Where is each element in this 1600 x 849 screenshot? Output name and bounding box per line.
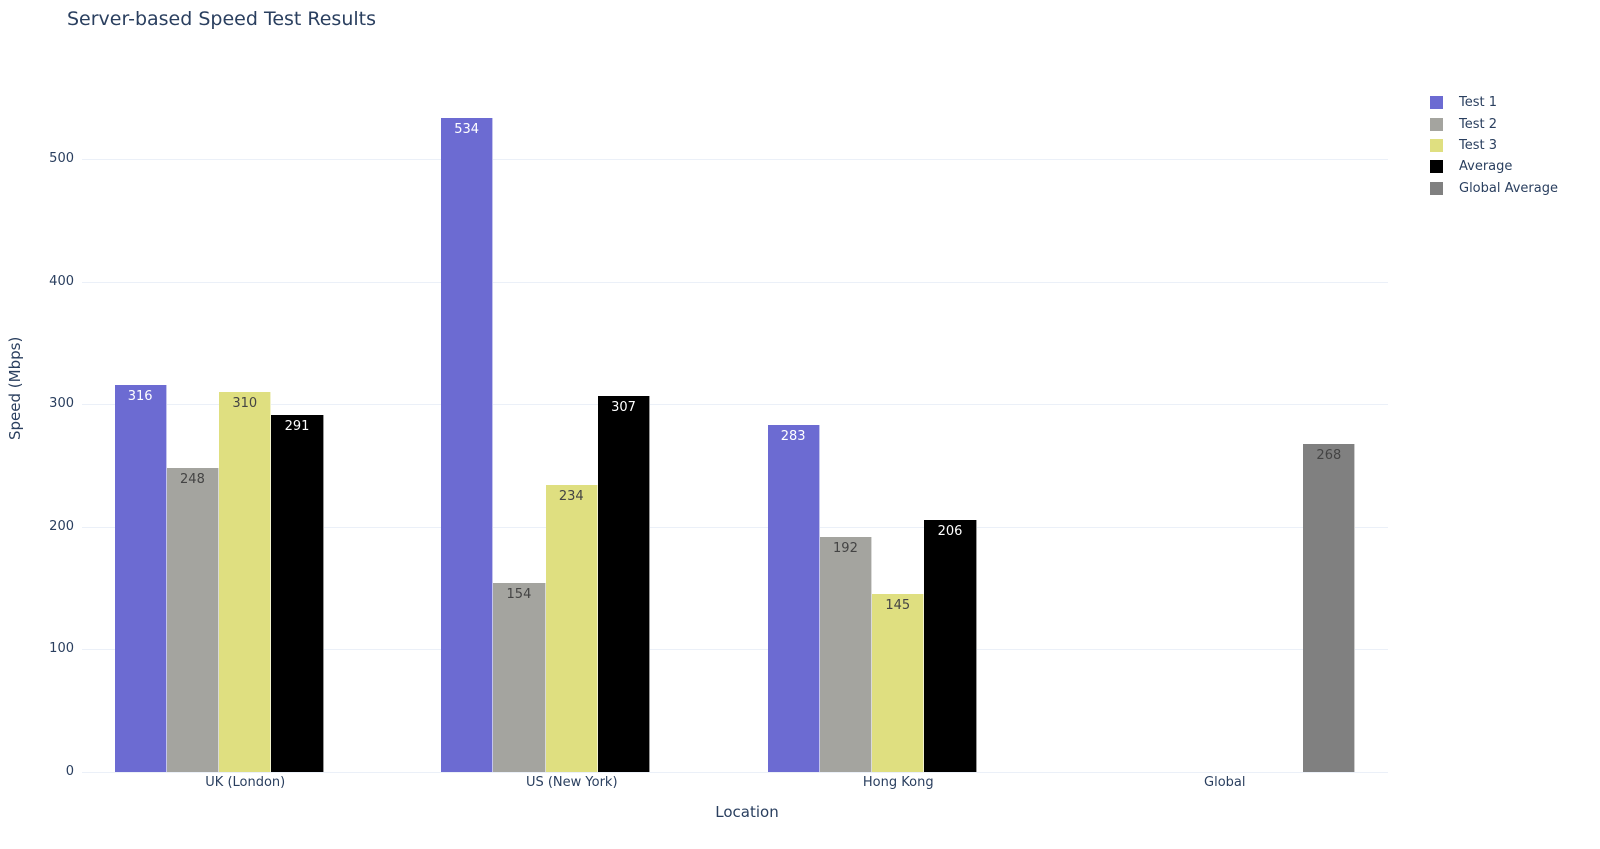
legend-swatch-icon — [1430, 117, 1443, 131]
bar-test-2[interactable]: 192 — [819, 536, 873, 772]
bar-value-label: 234 — [558, 489, 584, 505]
legend-label: Test 1 — [1459, 95, 1498, 111]
bar-value-label: 534 — [454, 121, 480, 137]
gridline — [82, 404, 1388, 406]
legend-label: Global Average — [1459, 180, 1558, 196]
legend: Test 1 Test 2 Test 3 Average Global Average — [1430, 92, 1558, 199]
x-tick-label: US (New York) — [525, 775, 618, 790]
bar-test-3[interactable]: 234 — [545, 485, 598, 772]
legend-swatch-icon — [1430, 138, 1443, 152]
plot-area: 316 248 310 291 534 154 234 307 283 192 145 206 268 — [82, 60, 1388, 773]
bar-value-label: 145 — [885, 598, 911, 614]
y-tick-label: 300 — [49, 396, 74, 412]
y-tick-label: 0 — [65, 764, 74, 779]
gridline — [82, 281, 1388, 283]
bar-average[interactable]: 307 — [597, 395, 651, 772]
x-tick-label: Hong Kong — [862, 775, 934, 790]
bar-value-label: 291 — [284, 419, 310, 435]
bar-global-average[interactable]: 268 — [1303, 443, 1356, 772]
legend-item[interactable]: Test 1 — [1430, 92, 1558, 113]
legend-label: Average — [1459, 159, 1513, 175]
legend-swatch-icon — [1430, 160, 1443, 174]
bar-value-label: 248 — [180, 472, 205, 488]
legend-swatch-icon — [1430, 96, 1443, 110]
x-tick-label: Global — [1204, 775, 1246, 790]
bar-value-label: 268 — [1316, 447, 1342, 463]
legend-item[interactable]: Global Average — [1430, 178, 1558, 199]
bar-test-2[interactable]: 154 — [493, 583, 546, 772]
bar-average[interactable]: 291 — [271, 415, 324, 772]
gridline — [82, 159, 1388, 161]
legend-label: Test 2 — [1459, 116, 1498, 132]
legend-swatch-icon — [1430, 181, 1443, 195]
bar-test-1[interactable]: 534 — [441, 117, 494, 772]
legend-label: Test 3 — [1459, 137, 1498, 153]
bar-test-1[interactable]: 283 — [767, 425, 820, 772]
x-axis-line — [82, 772, 1388, 773]
legend-item[interactable]: Average — [1430, 156, 1558, 177]
bar-test-1[interactable]: 316 — [114, 384, 167, 772]
bar-test-2[interactable]: 248 — [166, 468, 220, 772]
bar-value-label: 283 — [780, 429, 806, 445]
bar-value-label: 154 — [506, 587, 532, 603]
x-tick-label: UK (London) — [205, 775, 286, 790]
legend-item[interactable]: Test 2 — [1430, 113, 1558, 134]
bar-value-label: 192 — [833, 540, 858, 556]
x-axis-label: Location — [715, 803, 779, 821]
y-tick-label: 200 — [49, 518, 74, 534]
legend-item[interactable]: Test 3 — [1430, 135, 1558, 156]
bar-value-label: 206 — [937, 523, 963, 539]
y-tick-label: 500 — [49, 151, 74, 167]
y-tick-label: 400 — [49, 273, 74, 289]
y-tick-label: 100 — [49, 641, 74, 657]
bar-test-3[interactable]: 310 — [219, 392, 272, 772]
bar-value-label: 307 — [611, 399, 636, 415]
bar-average[interactable]: 206 — [924, 519, 977, 772]
bar-test-3[interactable]: 145 — [872, 594, 925, 772]
chart-title: Server-based Speed Test Results — [67, 8, 377, 30]
bar-value-label: 316 — [127, 388, 153, 404]
bar-value-label: 310 — [232, 396, 258, 412]
y-axis-label: Speed (Mbps) — [6, 336, 24, 440]
gridline — [82, 526, 1388, 528]
gridline — [82, 649, 1388, 651]
